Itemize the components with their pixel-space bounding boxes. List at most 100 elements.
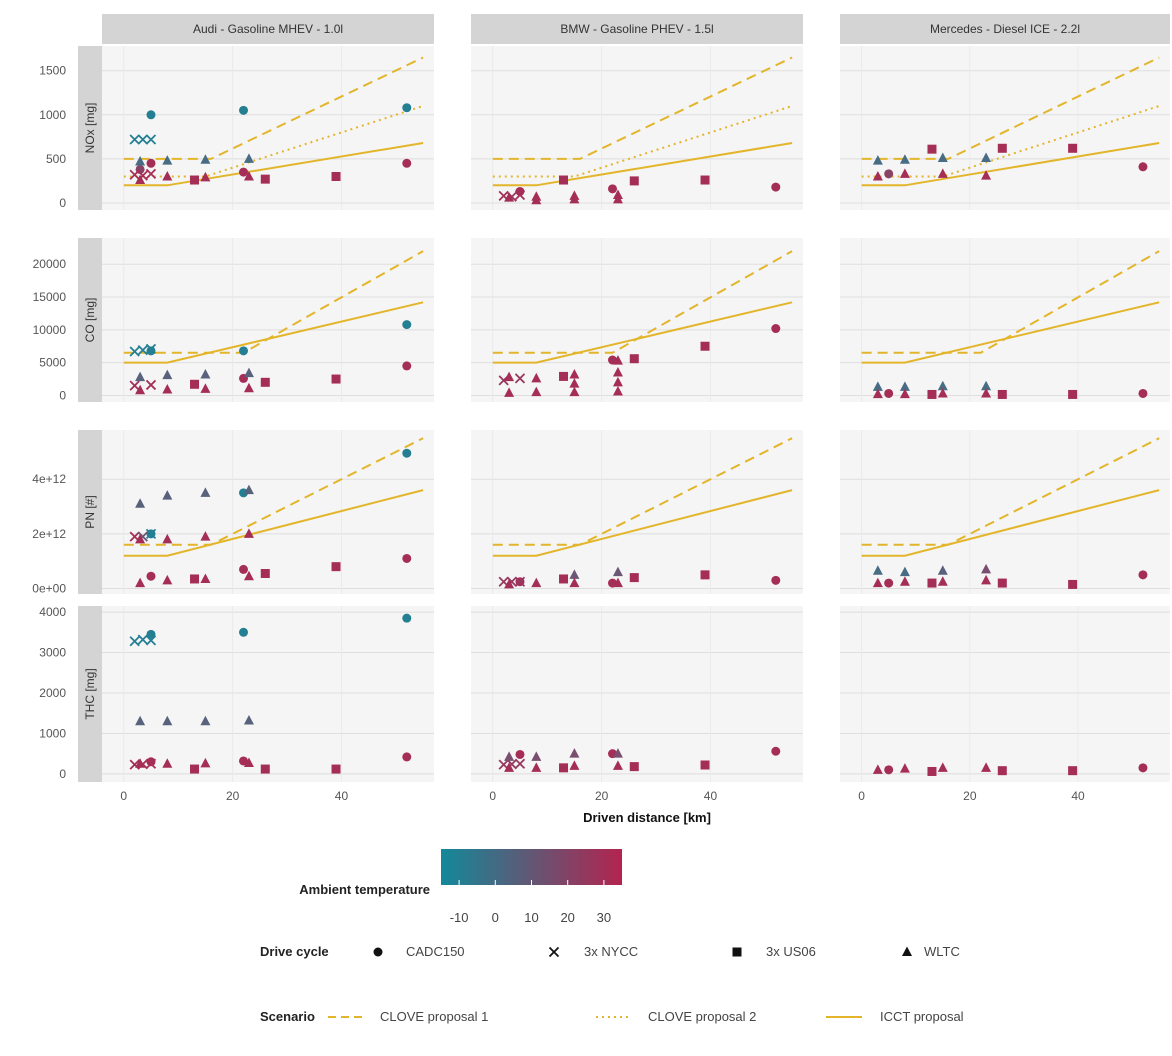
data-point [559,574,569,584]
data-point [559,763,569,773]
data-point [899,168,910,178]
data-point [612,355,623,365]
data-point [927,389,937,399]
data-point [145,134,157,145]
scenario-legend-label: ICCT proposal [880,1009,964,1024]
y-tick-label: 4000 [39,605,66,619]
data-point [1068,579,1078,589]
facet-panels: Audi - Gasoline MHEV - 1.0l BMW - Gasolin… [32,14,1170,803]
drive-cycle-legend-title: Drive cycle [260,944,329,959]
data-point [1068,143,1078,153]
data-point [200,154,211,164]
data-point [260,569,270,578]
data-point [937,168,948,178]
x-tick-label: 40 [704,789,718,803]
data-point [981,563,992,574]
data-point [402,103,412,113]
panel-background [840,238,1170,402]
data-point [135,174,146,185]
data-point [200,573,211,583]
data-point [569,386,580,397]
data-point [937,565,948,575]
data-point [504,192,515,202]
data-point [981,380,992,391]
row-strip [78,606,102,782]
colorbar [441,849,622,885]
data-point [559,175,569,185]
drive-cycle-legend-label: WLTC [924,944,960,959]
data-point [331,171,341,181]
colorbar-tick-label: 10 [524,910,538,925]
data-point [137,634,148,645]
data-point [331,374,341,384]
y-tick-label: 20000 [33,257,67,271]
data-point [145,379,157,391]
drive-cycle-legend-label: CADC150 [406,944,465,959]
data-point [260,764,270,774]
y-tick-label: 0 [59,767,66,781]
y-tick-label: 1500 [39,64,66,78]
data-point [872,155,883,165]
data-point [1138,763,1148,773]
data-point [771,575,781,585]
panel-background [840,606,1170,782]
data-point [162,758,173,768]
data-point [612,566,623,577]
colorbar-tick-label: 0 [492,910,499,925]
data-point [981,152,992,162]
data-point [162,155,173,165]
panel-background [471,238,803,402]
x-tick-label: 40 [1071,789,1085,803]
data-point [200,383,211,393]
data-point [1138,570,1148,580]
scenario-line [861,301,1160,364]
data-point [135,577,146,588]
facet-strip [471,14,803,44]
scenario-line [123,142,424,187]
data-point [239,564,249,574]
panel-background [102,238,434,402]
facet-strip [102,14,434,44]
data-point [145,528,157,540]
data-point [612,577,623,588]
y-tick-label: 1000 [39,726,66,740]
data-point [559,371,569,381]
x-tick-label: 20 [963,789,977,803]
data-point [997,766,1007,776]
scenario-legend-label: CLOVE proposal 2 [648,1009,756,1024]
data-point [569,193,580,204]
data-point [162,170,173,181]
data-point [137,345,148,356]
data-point [612,366,623,377]
data-point [872,577,883,588]
data-point [402,320,412,330]
data-point [243,367,254,378]
scenario-line [861,489,1160,557]
y-tick-label: 1000 [39,108,66,122]
data-point [629,354,639,364]
data-point [531,762,542,772]
scenario-line [492,56,793,160]
data-point [981,170,992,180]
data-point [402,158,412,168]
data-point [700,760,710,770]
data-point [504,387,515,397]
data-point [146,346,156,356]
y-tick-label: 2e+12 [32,527,66,541]
data-point [129,134,140,145]
y-axis-title: THC [mg] [83,668,97,719]
data-point [402,553,412,563]
facet-strip [840,14,1170,44]
facet-strip-label: Mercedes - Diesel ICE - 2.2l [930,22,1080,36]
data-point [504,578,515,589]
data-point [981,387,992,398]
drive-cycle-legend-key [373,947,383,957]
data-point [1138,388,1148,398]
data-point [569,569,580,579]
data-point [514,758,526,769]
data-point [531,194,542,205]
data-point [129,380,140,391]
data-point [872,170,883,181]
scenario-legend-label: CLOVE proposal 1 [380,1009,488,1024]
